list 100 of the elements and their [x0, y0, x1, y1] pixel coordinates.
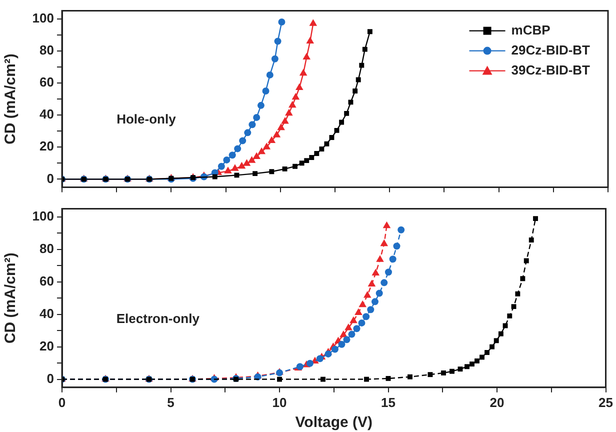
point [253, 114, 260, 121]
y-tick-label: 40 [40, 106, 54, 122]
point [484, 350, 490, 355]
point [324, 350, 332, 358]
point [262, 87, 270, 94]
point [502, 323, 508, 328]
point [344, 323, 352, 330]
point [362, 313, 370, 320]
point [274, 38, 282, 45]
point [212, 174, 218, 180]
point [282, 166, 288, 172]
point [314, 151, 320, 156]
point [302, 52, 311, 60]
x-tick-label: 20 [490, 394, 504, 410]
y-tick-label: 80 [40, 240, 54, 256]
point [386, 376, 391, 381]
point [380, 279, 388, 286]
annotation: Hole-only [116, 112, 177, 127]
point [223, 156, 230, 164]
point [258, 147, 266, 154]
point [359, 62, 364, 68]
point [528, 238, 534, 242]
point [329, 135, 334, 140]
point [441, 370, 446, 376]
point [389, 256, 396, 263]
point [382, 221, 391, 228]
y-tick-label: 100 [32, 208, 54, 224]
point [480, 354, 484, 360]
x-tick-label: 5 [167, 394, 174, 410]
point [354, 308, 362, 315]
point [372, 268, 380, 276]
y-tick-label: 20 [40, 338, 54, 354]
point [234, 145, 242, 152]
y-axis-title: CD (mA/cm²) [2, 252, 20, 344]
point [363, 291, 372, 298]
point [244, 129, 252, 136]
point [292, 92, 300, 100]
legend-label: 29Cz-BID-BT [511, 42, 590, 58]
point [299, 160, 304, 166]
point [515, 291, 520, 296]
x-axis-title: Voltage (V) [295, 414, 372, 432]
point [348, 100, 354, 105]
y-tick-label: 100 [32, 10, 54, 26]
point [350, 316, 358, 324]
point [296, 83, 304, 90]
point [367, 306, 374, 314]
point [376, 255, 384, 262]
point [271, 55, 278, 62]
y-tick-label: 80 [40, 42, 54, 58]
point [257, 102, 264, 109]
point [299, 68, 308, 76]
y-tick-label: 0 [46, 170, 54, 186]
point [281, 116, 289, 124]
point [304, 158, 310, 164]
point [238, 162, 246, 169]
point [376, 290, 383, 297]
point [490, 344, 494, 350]
point [278, 18, 286, 26]
legend-label: 39Cz-BID-BT [511, 62, 590, 78]
point [367, 29, 372, 34]
point [262, 142, 271, 150]
point [464, 364, 470, 370]
point [344, 110, 350, 116]
point [268, 136, 276, 143]
point [224, 166, 232, 174]
y-tick-label: 20 [40, 138, 54, 154]
y-tick-label: 0 [46, 370, 54, 386]
y-tick-label: 60 [40, 74, 54, 90]
point [306, 360, 314, 367]
point [319, 146, 324, 152]
point [277, 123, 285, 130]
y-tick-label: 40 [40, 306, 54, 321]
point [248, 121, 256, 128]
x-tick-label: 0 [58, 394, 66, 410]
point [398, 226, 405, 234]
point [320, 376, 326, 382]
point [309, 19, 318, 26]
point [292, 164, 298, 169]
point [309, 155, 314, 160]
point [393, 242, 400, 250]
point [380, 239, 388, 246]
x-tick-label: 15 [381, 394, 396, 410]
point [239, 137, 246, 144]
point [494, 338, 499, 344]
point [242, 159, 251, 166]
point [511, 304, 516, 310]
legend-label: mCBP [511, 22, 551, 38]
point [524, 258, 529, 264]
point [228, 152, 236, 159]
point [408, 374, 412, 380]
point [343, 336, 350, 344]
point [334, 128, 340, 133]
point [331, 346, 338, 353]
annotation: Electron-only [116, 311, 200, 326]
point [269, 169, 274, 174]
point [272, 130, 281, 138]
point [358, 319, 366, 326]
x-tick-label: 10 [272, 394, 287, 410]
point [356, 77, 361, 82]
point [384, 268, 392, 276]
